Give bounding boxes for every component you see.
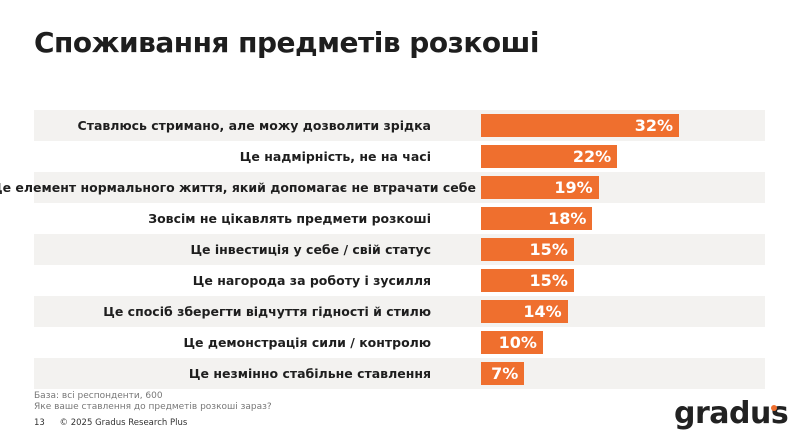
chart-row: Це демонстрація сили / контролю 10% [34, 327, 765, 358]
footer: 13 © 2025 Gradus Research Plus [34, 418, 199, 428]
bar: 22% [481, 145, 618, 168]
data-label: 15% [529, 271, 568, 290]
data-label: 32% [634, 116, 674, 135]
bar: 15% [481, 238, 574, 261]
chart-row: Це нагорода за роботу і зусилля 15% [34, 265, 765, 296]
category-label: Це інвестиція у себе / свій статус [190, 242, 431, 257]
chart-row: Це надмірність, не на часі 22% [34, 141, 765, 172]
copyright: © 2025 Gradus Research Plus [59, 418, 188, 428]
page-title: Споживання предметів розкоші [34, 26, 539, 59]
bar: 32% [481, 114, 680, 137]
question-note: Яке ваше ставлення до предметів розкоші … [34, 402, 272, 412]
bar: 15% [481, 269, 574, 292]
chart-row: Це елемент нормального життя, який допом… [0, 172, 765, 203]
category-label: Зовсім не цікавлять предмети розкоші [148, 211, 431, 226]
bar: 18% [481, 207, 593, 230]
bar: 10% [481, 331, 543, 354]
gradus-logo: gradus [674, 396, 789, 431]
base-note: База: всі респонденти, 600 [34, 391, 163, 401]
data-label: 19% [554, 178, 593, 197]
data-label: 15% [529, 240, 568, 259]
chart-row: Це інвестиція у себе / свій статус 15% [34, 234, 765, 265]
category-label: Це елемент нормального життя, який допом… [0, 180, 476, 195]
bar: 7% [481, 362, 525, 385]
bar: 19% [481, 176, 599, 199]
category-label: Ставлюсь стримано, але можу дозволити зр… [77, 118, 431, 133]
category-label: Це спосіб зберегти відчуття гідності й с… [103, 304, 431, 319]
category-label: Це демонстрація сили / контролю [183, 335, 431, 350]
data-label: 18% [548, 209, 587, 228]
data-label: 22% [572, 147, 612, 166]
data-label: 14% [523, 302, 562, 321]
chart-row: Це незмінно стабільне ставлення 7% [34, 358, 765, 389]
data-label: 10% [498, 333, 537, 352]
category-label: Це надмірність, не на часі [239, 149, 431, 164]
category-label: Це незмінно стабільне ставлення [188, 366, 431, 381]
category-label: Це нагорода за роботу і зусилля [192, 273, 431, 288]
bar: 14% [481, 300, 568, 323]
logo-dot [771, 405, 777, 411]
chart-row: Ставлюсь стримано, але можу дозволити зр… [34, 110, 765, 141]
chart-row: Зовсім не цікавлять предмети розкоші 18% [34, 203, 765, 234]
data-label: 7% [491, 364, 519, 383]
page-number: 13 [34, 418, 45, 428]
chart-row: Це спосіб зберегти відчуття гідності й с… [34, 296, 765, 327]
